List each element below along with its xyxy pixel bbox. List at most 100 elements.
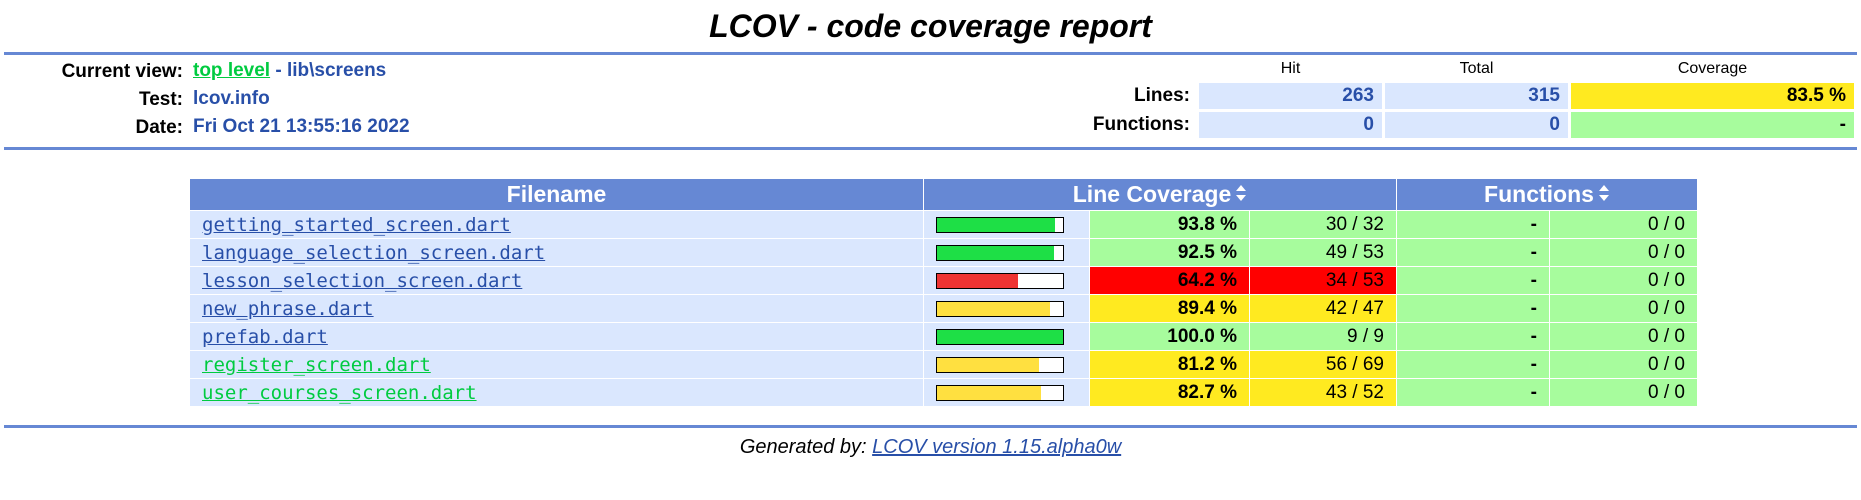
coverage-bar-fill <box>937 301 1050 316</box>
coverage-bar <box>936 328 1064 345</box>
coverage-bar-fill <box>937 357 1040 372</box>
line-coverage-header[interactable]: Line Coverage <box>924 179 1396 210</box>
test-value: lcov.info <box>193 88 270 109</box>
coverage-bar <box>936 356 1064 373</box>
footer-prefix: Generated by: <box>739 436 873 458</box>
table-row: lesson_selection_screen.dart 64.2 % 34 / 5… <box>190 267 1697 294</box>
lcov-version-link[interactable]: LCOV version 1.15.alpha0w <box>872 436 1122 458</box>
header-ruler <box>4 147 1857 150</box>
function-coverage-percent: - <box>1397 323 1549 350</box>
coverage-bar-fill <box>937 273 1018 288</box>
line-coverage-count: 56 / 69 <box>1250 351 1396 378</box>
line-coverage-header-label: Line Coverage <box>1072 181 1232 207</box>
current-view-value: top level - lib\screens <box>192 58 411 83</box>
footer: Generated by: LCOV version 1.15.alpha0w <box>0 436 1861 459</box>
sort-arrows-icon[interactable] <box>1235 184 1247 207</box>
function-coverage-percent: - <box>1397 379 1549 406</box>
function-coverage-percent: - <box>1397 267 1549 294</box>
file-link[interactable]: new_phrase.dart <box>202 297 374 320</box>
file-link[interactable]: prefab.dart <box>202 325 328 348</box>
summary-functions-coverage: - <box>1571 112 1854 138</box>
file-link[interactable]: language_selection_screen.dart <box>202 241 546 264</box>
file-name-cell: register_screen.dart <box>190 351 923 378</box>
top-level-link[interactable]: top level <box>193 60 271 81</box>
function-coverage-count: 0 / 0 <box>1550 295 1697 322</box>
file-rows: getting_started_screen.dart 93.8 % 30 / 32… <box>190 211 1697 406</box>
line-coverage-percent: 93.8 % <box>1090 211 1249 238</box>
table-row: prefab.dart 100.0 % 9 / 9-0 / 0 <box>190 323 1697 350</box>
function-coverage-count: 0 / 0 <box>1550 239 1697 266</box>
file-name-cell: getting_started_screen.dart <box>190 211 923 238</box>
file-name-cell: language_selection_screen.dart <box>190 239 923 266</box>
file-name-cell: lesson_selection_screen.dart <box>190 267 923 294</box>
coverage-bar-fill <box>937 217 1056 232</box>
function-coverage-count: 0 / 0 <box>1550 379 1697 406</box>
summary-total-header: Total <box>1459 60 1494 77</box>
file-link[interactable]: user_courses_screen.dart <box>202 381 477 404</box>
report-header: Current view: top level - lib\screens Te… <box>0 55 1861 147</box>
table-row: register_screen.dart 81.2 % 56 / 69-0 / 0 <box>190 351 1697 378</box>
file-link[interactable]: lesson_selection_screen.dart <box>202 269 523 292</box>
summary-functions-label: Functions: <box>1092 114 1190 135</box>
table-row: user_courses_screen.dart 82.7 % 43 / 52-0 … <box>190 379 1697 406</box>
file-coverage-table: Filename Line Coverage Functions getting… <box>189 178 1698 407</box>
coverage-bar <box>936 384 1064 401</box>
function-coverage-count: 0 / 0 <box>1550 267 1697 294</box>
line-coverage-percent: 92.5 % <box>1090 239 1249 266</box>
line-coverage-count: 9 / 9 <box>1250 323 1396 350</box>
line-coverage-percent: 82.7 % <box>1090 379 1249 406</box>
summary-lines-total: 315 <box>1385 83 1568 109</box>
coverage-bar <box>936 272 1064 289</box>
filename-header-label: Filename <box>506 181 607 207</box>
coverage-bar <box>936 300 1064 317</box>
coverage-bar-cell <box>924 379 1089 406</box>
line-coverage-count: 49 / 53 <box>1250 239 1396 266</box>
line-coverage-percent: 100.0 % <box>1090 323 1249 350</box>
file-coverage-section: Filename Line Coverage Functions getting… <box>189 178 1861 407</box>
filename-header: Filename <box>190 179 923 210</box>
coverage-bar-fill <box>937 385 1042 400</box>
summary-hit-header: Hit <box>1280 60 1301 77</box>
footer-ruler <box>4 425 1857 428</box>
coverage-bar-cell <box>924 211 1089 238</box>
line-coverage-count: 34 / 53 <box>1250 267 1396 294</box>
file-link[interactable]: getting_started_screen.dart <box>202 213 511 236</box>
line-coverage-percent: 81.2 % <box>1090 351 1249 378</box>
coverage-bar-cell <box>924 351 1089 378</box>
coverage-bar <box>936 216 1064 233</box>
summary-panel: Hit Total Coverage Lines: 263 315 83.5 %… <box>1089 55 1857 147</box>
coverage-bar-fill <box>937 245 1054 260</box>
line-coverage-percent: 64.2 % <box>1090 267 1249 294</box>
file-link[interactable]: register_screen.dart <box>202 353 431 376</box>
summary-lines-hit: 263 <box>1199 83 1382 109</box>
function-coverage-percent: - <box>1397 295 1549 322</box>
function-coverage-count: 0 / 0 <box>1550 323 1697 350</box>
coverage-bar-cell <box>924 267 1089 294</box>
current-view-path: lib\screens <box>286 60 387 81</box>
sort-arrows-icon[interactable] <box>1598 184 1610 207</box>
coverage-bar-cell <box>924 239 1089 266</box>
coverage-bar-fill <box>937 329 1063 344</box>
table-row: getting_started_screen.dart 93.8 % 30 / 32… <box>190 211 1697 238</box>
date-value: Fri Oct 21 13:55:16 2022 <box>193 116 410 137</box>
summary-functions-hit: 0 <box>1199 112 1382 138</box>
function-coverage-count: 0 / 0 <box>1550 211 1697 238</box>
summary-functions-total: 0 <box>1385 112 1568 138</box>
coverage-bar-cell <box>924 295 1089 322</box>
summary-coverage-header: Coverage <box>1677 60 1748 77</box>
function-coverage-count: 0 / 0 <box>1550 351 1697 378</box>
line-coverage-count: 42 / 47 <box>1250 295 1396 322</box>
coverage-bar-cell <box>924 323 1089 350</box>
test-label: Test: <box>139 88 183 110</box>
file-name-cell: user_courses_screen.dart <box>190 379 923 406</box>
functions-header[interactable]: Functions <box>1397 179 1697 210</box>
functions-header-label: Functions <box>1484 181 1594 207</box>
table-row: new_phrase.dart 89.4 % 42 / 47-0 / 0 <box>190 295 1697 322</box>
date-label: Date: <box>135 116 183 138</box>
summary-lines-label: Lines: <box>1134 85 1190 106</box>
line-coverage-count: 30 / 32 <box>1250 211 1396 238</box>
report-info: Current view: top level - lib\screens Te… <box>0 55 640 147</box>
table-row: language_selection_screen.dart 92.5 % 49 /… <box>190 239 1697 266</box>
top-ruler <box>4 52 1857 55</box>
line-coverage-percent: 89.4 % <box>1090 295 1249 322</box>
